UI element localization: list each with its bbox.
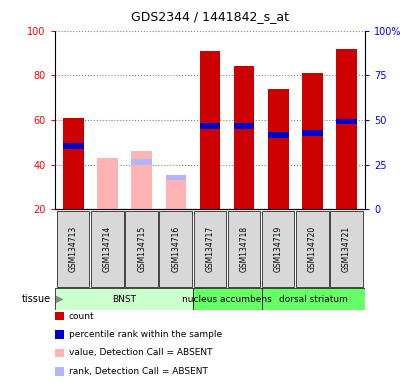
- Bar: [97, 158, 118, 209]
- Bar: [336, 119, 357, 124]
- Bar: [330, 211, 362, 287]
- Bar: [63, 118, 84, 209]
- Bar: [262, 211, 294, 287]
- Bar: [165, 180, 186, 209]
- Bar: [165, 175, 186, 180]
- Bar: [234, 123, 255, 129]
- Text: GSM134720: GSM134720: [308, 225, 317, 272]
- Bar: [131, 159, 152, 165]
- Bar: [228, 211, 260, 287]
- Text: GSM134718: GSM134718: [240, 225, 249, 272]
- Text: rank, Detection Call = ABSENT: rank, Detection Call = ABSENT: [69, 367, 208, 376]
- Text: ▶: ▶: [56, 294, 63, 304]
- Bar: [302, 73, 323, 209]
- Text: GSM134717: GSM134717: [205, 225, 215, 272]
- Text: nucleus accumbens: nucleus accumbens: [182, 295, 272, 304]
- Text: tissue: tissue: [21, 294, 50, 304]
- Bar: [336, 49, 357, 209]
- Text: GSM134715: GSM134715: [137, 225, 146, 272]
- Bar: [268, 132, 289, 138]
- Text: GDS2344 / 1441842_s_at: GDS2344 / 1441842_s_at: [131, 10, 289, 23]
- Bar: [160, 211, 192, 287]
- Bar: [91, 211, 123, 287]
- Bar: [193, 288, 262, 310]
- Bar: [234, 66, 255, 209]
- Bar: [268, 89, 289, 209]
- Text: GSM134721: GSM134721: [342, 225, 351, 272]
- Text: GSM134719: GSM134719: [274, 225, 283, 272]
- Text: value, Detection Call = ABSENT: value, Detection Call = ABSENT: [69, 348, 213, 358]
- Bar: [200, 51, 220, 209]
- Text: percentile rank within the sample: percentile rank within the sample: [69, 330, 222, 339]
- Text: GSM134713: GSM134713: [69, 225, 78, 272]
- Bar: [302, 130, 323, 136]
- Text: GSM134714: GSM134714: [103, 225, 112, 272]
- Bar: [57, 211, 89, 287]
- Bar: [131, 151, 152, 209]
- Bar: [63, 144, 84, 149]
- Bar: [296, 211, 328, 287]
- Text: GSM134716: GSM134716: [171, 225, 180, 272]
- Text: count: count: [69, 311, 95, 321]
- Bar: [55, 288, 193, 310]
- Text: dorsal striatum: dorsal striatum: [279, 295, 348, 304]
- Text: BNST: BNST: [112, 295, 136, 304]
- Bar: [262, 288, 365, 310]
- Bar: [194, 211, 226, 287]
- Bar: [125, 211, 158, 287]
- Bar: [200, 123, 220, 129]
